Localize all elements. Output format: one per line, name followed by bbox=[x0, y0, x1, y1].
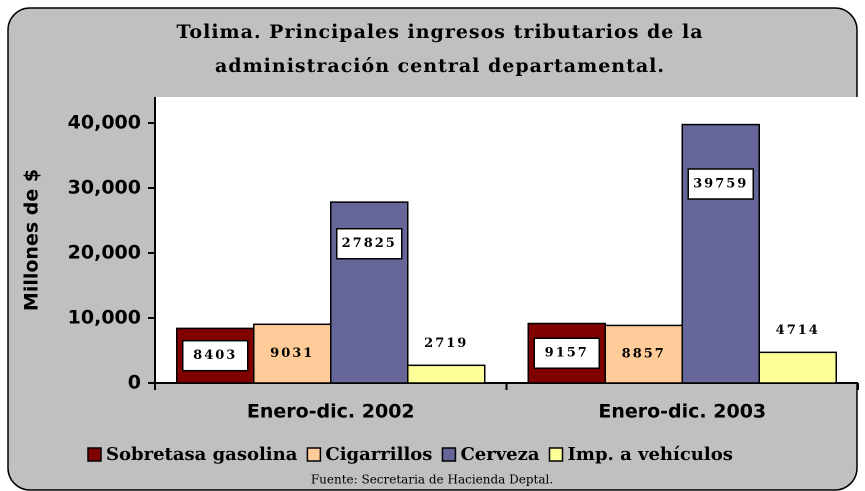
legend-swatch bbox=[306, 447, 322, 462]
bar bbox=[681, 123, 760, 384]
legend-label: Cerveza bbox=[460, 444, 539, 465]
y-tick-label: 0 bbox=[128, 372, 141, 394]
label-box bbox=[687, 168, 754, 200]
data-label: 2719 bbox=[424, 336, 468, 351]
source: Fuente: Secretaria de Hacienda Deptal. bbox=[311, 473, 553, 487]
legend-swatch bbox=[441, 447, 457, 462]
legend-label: Sobretasa gasolina bbox=[106, 444, 298, 465]
y-tick-label: 40,000 bbox=[68, 112, 141, 134]
y-tick-label: 20,000 bbox=[68, 242, 141, 264]
legend-label: Cigarrillos bbox=[325, 444, 432, 465]
bar bbox=[253, 323, 332, 384]
data-label: 8403 bbox=[193, 348, 237, 363]
data-label: 39759 bbox=[693, 177, 748, 192]
bar bbox=[407, 364, 486, 384]
legend-label: Imp. a vehículos bbox=[568, 444, 733, 465]
label-box bbox=[182, 339, 249, 372]
y-tick-label: 30,000 bbox=[68, 177, 141, 199]
data-label: 8857 bbox=[622, 347, 666, 362]
y-tick-label: 10,000 bbox=[68, 307, 141, 329]
label-box bbox=[533, 337, 600, 369]
data-label: 4714 bbox=[776, 323, 820, 338]
chart-title: Tolima. Principales ingresos tributarios… bbox=[176, 21, 703, 77]
bar bbox=[604, 324, 683, 384]
y-axis-label: Millones de $ bbox=[21, 169, 43, 311]
x-tick-label: Enero-dic. 2003 bbox=[598, 401, 766, 423]
data-label: 9157 bbox=[545, 346, 589, 361]
data-label: 9031 bbox=[270, 346, 314, 361]
x-tick-label: Enero-dic. 2002 bbox=[247, 401, 415, 423]
legend-swatch bbox=[548, 447, 564, 462]
data-label: 27825 bbox=[342, 236, 397, 251]
label-box bbox=[336, 227, 403, 260]
bar bbox=[758, 351, 837, 384]
legend-swatch bbox=[87, 447, 102, 462]
